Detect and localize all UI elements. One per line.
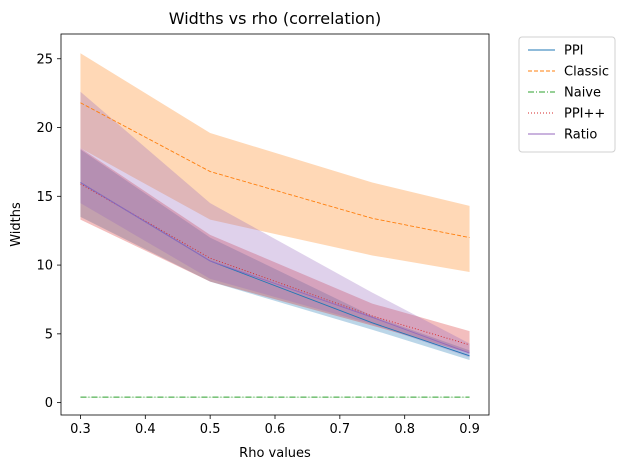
legend-label-classic: Classic bbox=[564, 65, 609, 80]
confidence-bands bbox=[80, 53, 470, 398]
y-axis-label: Widths bbox=[9, 202, 24, 247]
band-classic bbox=[80, 53, 470, 272]
line-ratio bbox=[80, 182, 470, 354]
y-axis-ticks: 0 5 10 15 20 25 bbox=[36, 52, 61, 411]
legend-label-naive: Naive bbox=[564, 86, 601, 101]
x-tick-label: 0.4 bbox=[135, 422, 156, 437]
x-tick-label: 0.9 bbox=[459, 422, 480, 437]
x-tick-label: 0.5 bbox=[200, 422, 221, 437]
y-tick-label: 15 bbox=[36, 190, 53, 205]
x-tick-label: 0.8 bbox=[394, 422, 415, 437]
line-classic bbox=[80, 102, 470, 239]
x-axis-label: Rho values bbox=[239, 446, 311, 461]
y-tick-label: 20 bbox=[36, 121, 53, 136]
series-lines bbox=[80, 102, 470, 398]
y-tick-label: 5 bbox=[45, 327, 53, 342]
x-tick-label: 0.7 bbox=[330, 422, 351, 437]
chart-title: Widths vs rho (correlation) bbox=[169, 9, 381, 28]
legend-label-ppi: PPI bbox=[564, 44, 584, 59]
legend-frame bbox=[518, 36, 616, 153]
line-ppiplusplus bbox=[80, 183, 470, 346]
band-ratio bbox=[80, 91, 470, 358]
x-axis-ticks: 0.3 0.4 0.5 0.6 0.7 0.8 0.9 bbox=[70, 415, 480, 437]
legend: PPI Classic Naive PPI++ Ratio bbox=[518, 36, 616, 153]
x-tick-label: 0.3 bbox=[70, 422, 91, 437]
y-tick-label: 0 bbox=[45, 396, 53, 411]
legend-label-ratio: Ratio bbox=[564, 128, 597, 143]
band-ppiplusplus bbox=[80, 148, 470, 354]
x-tick-label: 0.6 bbox=[265, 422, 286, 437]
y-tick-label: 10 bbox=[36, 259, 53, 274]
legend-label-ppiplusplus: PPI++ bbox=[564, 107, 605, 122]
y-tick-label: 25 bbox=[36, 52, 53, 67]
